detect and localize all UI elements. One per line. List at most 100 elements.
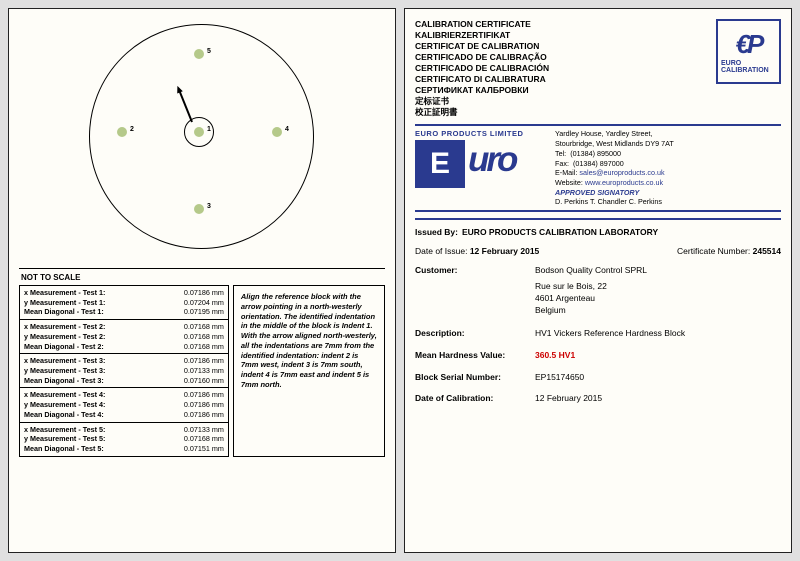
measurement-key: y Measurement - Test 4: (24, 400, 105, 410)
addr-line: Stourbridge, West Midlands DY9 7AT (555, 139, 674, 149)
indent-label: 3 (207, 203, 211, 210)
measurement-key: Mean Diagonal - Test 5: (24, 444, 104, 454)
signatories: D. Perkins T. Chandler C. Perkins (555, 197, 674, 207)
measurement-value: 0.07133 mm (184, 425, 224, 435)
measurement-value: 0.07168 mm (184, 434, 224, 444)
indent-label: 2 (130, 126, 134, 133)
serial-value: EP15174650 (535, 371, 584, 384)
customer-line: 4601 Argenteau (535, 293, 781, 305)
cert-title: CERTIFICADO DE CALIBRAÇÃO (415, 52, 549, 63)
certno-value: 245514 (753, 246, 781, 256)
mean-hardness-row: Mean Hardness Value: 360.5 HV1 (415, 349, 781, 362)
measurement-value: 0.07151 mm (184, 444, 224, 454)
euro-brand-e: E (415, 140, 465, 188)
bottom-row: x Measurement - Test 1:0.07186 mmy Measu… (19, 285, 385, 457)
customer-label: Customer: (415, 264, 535, 277)
indent-diagram: 1 2 3 4 5 (19, 19, 385, 269)
measurement-value: 0.07186 mm (184, 288, 224, 298)
measurement-value: 0.07160 mm (184, 376, 224, 386)
measurement-key: y Measurement - Test 3: (24, 366, 105, 376)
approved-sig-label: APPROVED SIGNATORY (555, 188, 674, 198)
cert-title: 校正証明書 (415, 107, 549, 118)
indent-marker-1: 1 (194, 127, 204, 137)
measurement-line: x Measurement - Test 3: 0.07186 mm (24, 356, 224, 366)
measurement-line: y Measurement - Test 3: 0.07133 mm (24, 366, 224, 376)
indent-label: 5 (207, 48, 211, 55)
date-issue-label: Date of Issue: (415, 246, 467, 256)
addr-fax: Fax: (01384) 897000 (555, 159, 674, 169)
ep-logo: €P EURO CALIBRATION (716, 19, 781, 84)
customer-value-0: Bodson Quality Control SPRL (535, 264, 647, 277)
measurement-value: 0.07133 mm (184, 366, 224, 376)
header-row: CALIBRATION CERTIFICATEKALIBRIERZERTIFIK… (415, 19, 781, 118)
customer-line: Rue sur le Bois, 22 (535, 281, 781, 293)
measurement-value: 0.07186 mm (184, 356, 224, 366)
cert-title: CERTIFICAT DE CALIBRATION (415, 41, 549, 52)
description-row: Description: HV1 Vickers Reference Hardn… (415, 327, 781, 340)
measurement-line: Mean Diagonal - Test 5: 0.07151 mm (24, 444, 224, 454)
measurement-key: Mean Diagonal - Test 3: (24, 376, 104, 386)
ep-logo-top: €P (736, 29, 762, 60)
ep-logo-bottom: EURO CALIBRATION (721, 60, 776, 74)
measurement-value: 0.07168 mm (184, 322, 224, 332)
measurement-line: y Measurement - Test 4: 0.07186 mm (24, 400, 224, 410)
band-header: EURO PRODUCTS LIMITED (415, 129, 545, 138)
serial-label: Block Serial Number: (415, 371, 535, 384)
measurement-value: 0.07186 mm (184, 390, 224, 400)
measurement-group: x Measurement - Test 3:0.07186 mmy Measu… (20, 354, 228, 388)
cert-title: СЕРТИФИКАТ КАЛБРОВКИ (415, 85, 549, 96)
description-label: Description: (415, 327, 535, 340)
measurement-key: x Measurement - Test 3: (24, 356, 105, 366)
company-band: EURO PRODUCTS LIMITED E uro Yardley Hous… (415, 124, 781, 212)
indent-marker-3: 3 (194, 204, 204, 214)
measurement-group: x Measurement - Test 5: 0.07133 mm y Measu… (20, 423, 228, 456)
mhv-label: Mean Hardness Value: (415, 349, 535, 362)
cert-title: 定标证书 (415, 96, 549, 107)
measurement-key: Mean Diagonal - Test 2: (24, 342, 104, 352)
measurement-line: x Measurement - Test 5: 0.07133 mm (24, 425, 224, 435)
customer-line: Belgium (535, 305, 781, 317)
indent-marker-2: 2 (117, 127, 127, 137)
measurement-value: 0.07186 mm (184, 400, 224, 410)
issued-by-row: Issued By: EURO PRODUCTS CALIBRATION LAB… (415, 226, 781, 239)
measurement-group: x Measurement - Test 1: 0.07186 mm y Measu… (20, 286, 228, 320)
multilang-titles: CALIBRATION CERTIFICATEKALIBRIERZERTIFIK… (415, 19, 549, 118)
measurement-key: x Measurement - Test 2: (24, 322, 105, 332)
addr-web: Website: www.europroducts.co.uk (555, 178, 674, 188)
measurement-group: x Measurement - Test 4:0.07186 mmy Measu… (20, 388, 228, 422)
measurement-key: x Measurement - Test 5: (24, 425, 105, 435)
measurement-line: Mean Diagonal - Test 2:0.07168 mm (24, 342, 224, 352)
measurement-value: 0.07204 mm (184, 298, 224, 308)
measurement-line: x Measurement - Test 1: 0.07186 mm (24, 288, 224, 298)
measurement-line: Mean Diagonal - Test 1:0.07195 mm (24, 307, 224, 317)
serial-row: Block Serial Number: EP15174650 (415, 371, 781, 384)
customer-row: Customer: Bodson Quality Control SPRL (415, 264, 781, 277)
addr-email: E-Mail: sales@europroducts.co.uk (555, 168, 674, 178)
measurement-value: 0.07186 mm (184, 410, 224, 420)
customer-address: Rue sur le Bois, 22 4601 Argenteau Belgi… (535, 281, 781, 317)
certno-label: Certificate Number: (677, 246, 750, 256)
right-page: CALIBRATION CERTIFICATEKALIBRIERZERTIFIK… (404, 8, 792, 553)
euro-brand: E uro (415, 140, 545, 188)
cert-title: CERTIFICADO DE CALIBRACIÓN (415, 63, 549, 74)
cert-title: CALIBRATION CERTIFICATE (415, 19, 549, 30)
measurement-line: x Measurement - Test 4:0.07186 mm (24, 390, 224, 400)
measurement-line: Mean Diagonal - Test 4:0.07186 mm (24, 410, 224, 420)
dateissue-certno-row: Date of Issue: 12 February 2015 Certific… (415, 245, 781, 258)
measurement-key: y Measurement - Test 5: (24, 434, 105, 444)
measurement-key: y Measurement - Test 1: (24, 298, 105, 308)
indent-marker-5: 5 (194, 49, 204, 59)
indent-marker-4: 4 (272, 127, 282, 137)
measurement-line: Mean Diagonal - Test 3: 0.07160 mm (24, 376, 224, 386)
measurement-key: x Measurement - Test 1: (24, 288, 105, 298)
calibration-date-row: Date of Calibration: 12 February 2015 (415, 392, 781, 405)
issued-by-value: EURO PRODUCTS CALIBRATION LABORATORY (462, 226, 658, 239)
doc-value: 12 February 2015 (535, 392, 602, 405)
measurement-group: x Measurement - Test 2:0.07168 mmy Measu… (20, 320, 228, 354)
addr-line: Yardley House, Yardley Street, (555, 129, 674, 139)
indent-label: 4 (285, 126, 289, 133)
doc-label: Date of Calibration: (415, 392, 535, 405)
cert-title: CERTIFICATO DI CALIBRATURA (415, 74, 549, 85)
measurement-value: 0.07195 mm (184, 307, 224, 317)
addr-tel: Tel: (01384) 895000 (555, 149, 674, 159)
